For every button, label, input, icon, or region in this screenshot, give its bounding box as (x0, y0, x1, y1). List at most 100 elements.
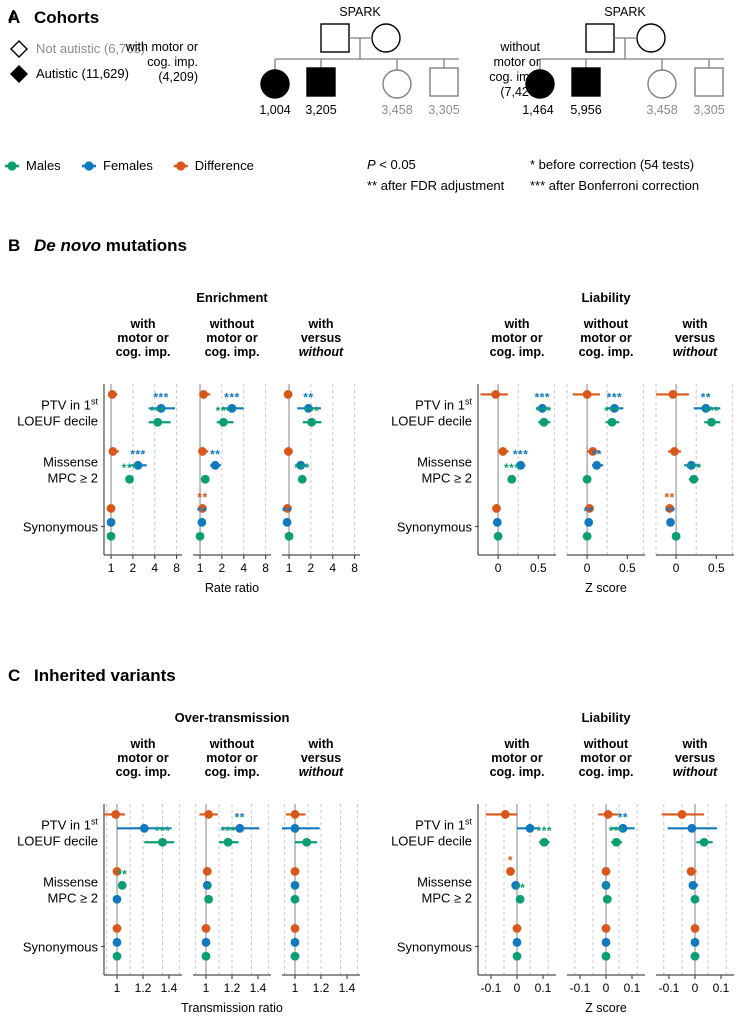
data-point-females: ** (693, 390, 721, 413)
marker-icon (668, 390, 678, 399)
data-point-males: *** (219, 824, 239, 847)
marker-icon (290, 951, 300, 961)
legend-item-females: Females (82, 158, 153, 173)
data-point-males (290, 894, 300, 904)
chart-c-overtransmission: Over-transmission with motor or cog. imp. 1 1… (0, 700, 374, 1031)
significance-stars: * (605, 881, 610, 895)
significance-stars: *** (220, 824, 236, 838)
data-point-females: ** (584, 504, 594, 527)
marker-icon (498, 447, 508, 456)
row-label: LOEUF decile (17, 834, 98, 849)
marker-icon (516, 460, 526, 470)
key-label-not-autistic: Not autistic (6,763) (36, 41, 146, 56)
x-tick-label: 2 (219, 561, 226, 575)
marker-icon (582, 531, 592, 541)
data-point-males: ** (515, 881, 525, 904)
column-header-line: motor or (117, 331, 169, 345)
row-label: PTV in 1st (415, 817, 472, 833)
data-point-males (512, 951, 522, 961)
column-header-line: versus (675, 331, 715, 345)
column-header-line: without (583, 317, 629, 331)
marker-icon (515, 894, 525, 904)
bonferroni-note: *** after Bonferroni correction (530, 178, 700, 193)
marker-icon (195, 531, 205, 541)
data-point-females: ** (210, 447, 222, 470)
panel-a-letter-glyph: A (8, 8, 21, 27)
data-point-difference (285, 810, 306, 819)
marker-icon (585, 504, 594, 513)
marker-icon (584, 517, 594, 527)
data-point-females: *** (513, 447, 528, 470)
significance-stars: ** (584, 504, 594, 518)
marker-icon (512, 937, 522, 947)
significance-stars: *** (504, 461, 520, 475)
data-point-females (601, 880, 611, 890)
marker-icon (492, 504, 501, 513)
data-point-males (690, 894, 700, 904)
marker-icon (107, 390, 117, 399)
column-header-line: with (308, 737, 334, 751)
data-point-difference (104, 810, 125, 819)
x-tick-label: 0.5 (708, 561, 725, 575)
data-point-difference (485, 810, 517, 819)
data-point-females: ** (611, 810, 635, 833)
data-point-difference (283, 447, 293, 456)
data-point-females: *** (606, 390, 624, 413)
panel-c-title: Inherited variants (34, 666, 176, 685)
data-point-females (601, 937, 611, 947)
data-point-difference (668, 447, 681, 456)
marker-icon (198, 504, 207, 513)
marker-icon (227, 403, 237, 413)
pedigree-1-group-label: with motor or cog. imp. (4,209) (124, 40, 198, 85)
pedigree-1-count-1: 3,205 (305, 103, 336, 117)
data-point-males: * (602, 881, 612, 904)
significance-stars: ** (210, 447, 220, 461)
data-point-males (112, 951, 122, 961)
x-tick-label: 0 (692, 981, 699, 995)
marker-icon (198, 447, 207, 456)
row-label: LOEUF decile (17, 414, 98, 429)
marker-icon (133, 460, 143, 470)
marker-icon (665, 504, 675, 513)
data-point-males (493, 531, 503, 541)
chart-title: Liability (581, 710, 631, 725)
significance-stars: ** (515, 881, 525, 895)
marker-icon (112, 867, 122, 876)
x-tick-label: 1 (197, 561, 204, 575)
marker-icon (582, 474, 592, 484)
data-point-difference (656, 390, 689, 399)
pedigree-1-cohort-label: SPARK (339, 5, 381, 19)
marker-icon (235, 823, 245, 833)
data-point-difference (107, 390, 118, 399)
data-point-difference (585, 504, 594, 513)
data-point-difference (601, 867, 611, 876)
x-tick-label: 0 (603, 981, 610, 995)
data-point-females (688, 880, 699, 890)
x-tick-label: 0.1 (624, 981, 641, 995)
data-point-difference (601, 924, 611, 933)
pvalue-note-line1: P < 0.05 (367, 157, 416, 172)
row-label: Missense (43, 875, 98, 890)
data-point-males (671, 531, 681, 541)
panel-c-letter: C (8, 666, 21, 685)
marker-icon (106, 517, 116, 527)
significance-stars: ** (235, 810, 245, 824)
significance-stars: *** (224, 390, 240, 404)
data-point-difference (202, 867, 212, 876)
data-point-males: *** (609, 824, 624, 847)
column-header-line: without (209, 737, 255, 751)
pedigree-with-impairment: SPARK 1,004 3,205 3,458 3,305 (200, 2, 490, 118)
column-header-line: cog. imp. (579, 765, 634, 779)
significance-stars: ** (117, 867, 127, 881)
data-point-males: *** (604, 404, 619, 427)
data-point-difference (283, 504, 292, 513)
data-point-females: *** (130, 447, 147, 470)
panel-b-letter: B (8, 236, 21, 255)
marker-icon (511, 880, 521, 890)
marker-icon (282, 517, 292, 527)
row-label: MPC ≥ 2 (48, 891, 98, 906)
marker-icon (607, 417, 617, 427)
before-correction-note: * before correction (54 tests) (530, 157, 695, 172)
significance-stars: *** (153, 390, 169, 404)
marker-icon (223, 837, 233, 847)
